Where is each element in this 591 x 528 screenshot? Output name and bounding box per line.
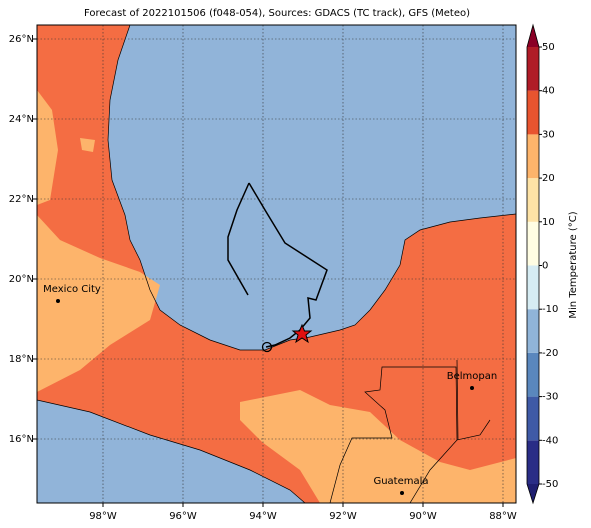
colorbar: -50 -40 -30 -20 -10 0 10 20 30 40 50 [526,23,558,505]
grid: 98°W 96°W 94°W 92°W 90°W 88°W 16°N 18°N 20°N 22°N… [9,25,517,522]
x-tick-label: 90°W [409,511,437,522]
colorbar-tick-label: 50 [542,42,555,53]
y-tick-label: 16°N [9,434,34,445]
coastline [37,399,306,503]
colorbar-segment [527,134,539,179]
colorbar-tick-label: 20 [542,173,555,184]
y-tick-label: 26°N [9,34,34,45]
x-tick-label: 98°W [89,511,117,522]
colorbar-segment [527,309,539,353]
colorbar-tick-label: -50 [542,479,558,490]
colorbar-tick-label: 10 [542,217,555,228]
colorbar-tick-label: 30 [542,129,555,140]
cool-region [80,138,95,152]
x-tick-label: 96°W [169,511,197,522]
colorbar-label: Min Temperature (°C) [568,211,579,318]
colorbar-segment [527,265,539,310]
y-tick-label: 18°N [9,354,34,365]
cities: Mexico City Belmopan Guatemala [43,284,497,495]
colorbar-tick-label: -40 [542,435,558,446]
colorbar-segment [527,90,539,135]
colorbar-segment [527,396,539,441]
city-label: Belmopan [447,371,497,382]
colorbar-tick-label: -10 [542,304,558,315]
x-tick-label: 88°W [489,511,517,522]
colorbar-segment [527,221,539,266]
colorbar-tick-label: -20 [542,348,558,359]
colorbar-tick-label: 40 [542,86,555,97]
x-tick-label: 94°W [249,511,277,522]
cool-region [240,390,516,503]
y-tick-label: 20°N [9,274,34,285]
colorbar-segment [527,178,539,222]
map [37,25,516,503]
y-tick-label: 24°N [9,114,34,125]
coastline [107,25,516,351]
title: Forecast of 2022101506 (f048-054), Sourc… [84,8,470,19]
cool-region [37,90,58,205]
land [37,25,516,503]
y-tick-label: 22°N [9,194,34,205]
colorbar-tick-label: -30 [542,392,558,403]
colorbar-segment [527,352,539,397]
x-tick-label: 92°W [329,511,357,522]
storm-track [227,182,328,353]
colorbar-segment [527,440,539,484]
cool-region [37,215,160,392]
city-label: Mexico City [43,284,101,295]
colorbar-extension [527,25,539,47]
colorbar-tick-label: 0 [542,261,548,272]
country-border [409,359,459,503]
city-label: Guatemala [373,476,428,487]
colorbar-segment [527,47,539,91]
map-frame [36,24,517,504]
colorbar-extension [527,484,539,503]
pacific-ocean [37,400,305,503]
